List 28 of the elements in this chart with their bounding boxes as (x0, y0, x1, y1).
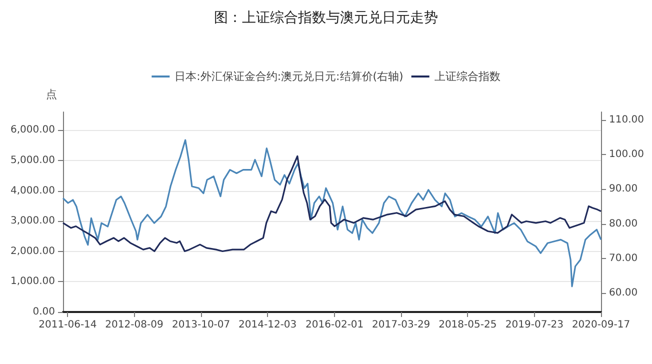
x-tick-label: 2020-09-17 (572, 320, 630, 330)
y-tick-label: 6,000.00 (10, 124, 55, 136)
line-series (62, 155, 602, 252)
chart-title: 图：上证综合指数与澳元兑日元走势 (214, 10, 438, 26)
x-tick-label: 2019-07-23 (505, 320, 564, 330)
y2-tick-label: 60.00 (609, 287, 638, 298)
y-axis-title: 点 (46, 88, 57, 101)
y2-tick-label: 90.00 (609, 184, 638, 195)
y-tick-label: 4,000.00 (10, 185, 55, 196)
legend-label: 上证综合指数 (434, 70, 500, 83)
line-series (62, 139, 602, 288)
x-tick-label: 2012-08-09 (105, 320, 164, 330)
y2-tick-label: 110.00 (609, 114, 644, 126)
x-tick-label: 2016-02-01 (306, 320, 364, 330)
x-tick-label: 2017-03-29 (372, 320, 430, 330)
y2-tick-label: 80.00 (609, 218, 638, 230)
x-tick-label: 2018-05-25 (438, 320, 497, 330)
x-tick-label: 2014-12-03 (238, 320, 297, 330)
x-tick-label: 2013-10-07 (172, 320, 230, 330)
y-tick-label: 5,000.00 (10, 154, 55, 166)
y-tick-label: 2,000.00 (10, 246, 55, 257)
legend-label: 日本:外汇保证金合约:澳元兑日元:结算价(右轴) (174, 70, 404, 83)
y2-tick-label: 100.00 (609, 149, 644, 160)
y-tick-label: 3,000.00 (10, 216, 55, 227)
x-tick-label: 2011-06-14 (38, 320, 97, 330)
y-tick-label: 1,000.00 (10, 276, 55, 288)
y2-tick-label: 70.00 (609, 252, 638, 264)
y-tick-label: 0.00 (32, 306, 55, 318)
